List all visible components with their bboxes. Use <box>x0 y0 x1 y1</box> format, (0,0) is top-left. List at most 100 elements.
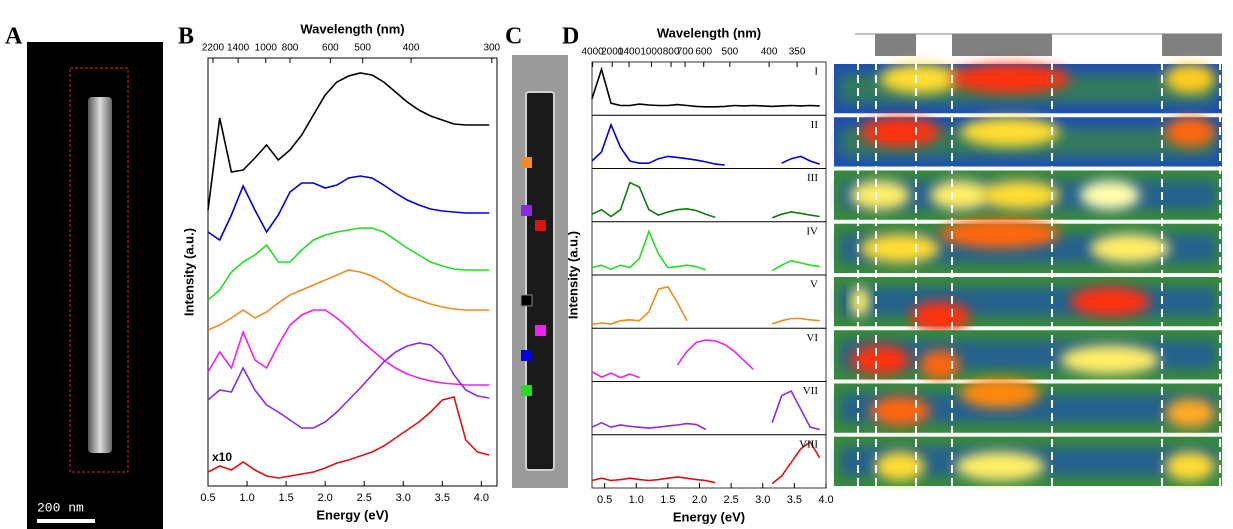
subplot-label: VII <box>803 385 819 397</box>
x-tick-label: 2.5 <box>723 494 738 506</box>
map-hotspot <box>1090 233 1170 264</box>
x-tick-label: 2.0 <box>318 492 333 504</box>
x-tick-label: 3.0 <box>755 494 770 506</box>
subplot-frame <box>591 114 827 169</box>
spectrum <box>207 396 490 479</box>
map-hotspot <box>1060 345 1160 375</box>
subplot-label: II <box>811 119 819 131</box>
x-tick-label: 2.0 <box>692 494 707 506</box>
x2-tick-label: 600 <box>322 43 339 54</box>
x-axis-title: Energy (eV) <box>673 509 745 524</box>
map-hotspot <box>850 286 870 317</box>
x2-tick-label: 4000 <box>582 47 605 58</box>
eels-maps <box>834 62 1222 488</box>
x-tick-label: 0.5 <box>200 492 215 504</box>
map-hotspot <box>910 301 970 332</box>
y-axis-title: Intensity (a.u.) <box>565 231 580 319</box>
x2-axis-title: Wavelength (nm) <box>300 21 404 36</box>
subplot-label: VIII <box>799 438 818 450</box>
plot-frame <box>207 57 498 487</box>
y-axis-title: Intensity (a.u.) <box>181 228 196 316</box>
marker <box>521 157 532 168</box>
map-hotspot <box>1165 451 1215 482</box>
subplot-label: I <box>814 66 818 78</box>
x-tick-label: 0.5 <box>597 494 612 506</box>
marker <box>535 220 546 231</box>
subplot-label: IV <box>806 225 818 237</box>
map-band <box>840 286 1216 317</box>
x-tick-label: 1.5 <box>278 492 293 504</box>
x-tick-label: 1.0 <box>239 492 254 504</box>
scale-label: 200 nm <box>37 500 84 515</box>
subplot-label: III <box>807 172 818 184</box>
annotation: x10 <box>212 450 232 464</box>
x2-tick-label: 350 <box>789 47 806 58</box>
subplot-frame <box>591 434 827 489</box>
roi-box <box>69 67 129 473</box>
panel-label: C <box>505 24 522 50</box>
x-tick-label: 1.0 <box>629 494 644 506</box>
x2-axis-title: Wavelength (nm) <box>657 25 761 40</box>
map-hotspot <box>850 180 910 210</box>
map-hotspot <box>850 345 910 375</box>
x2-tick-label: 700 <box>677 47 694 58</box>
marker <box>521 205 532 216</box>
subplot-frame <box>591 327 827 382</box>
subplot-frame <box>591 168 827 223</box>
bar-block <box>875 34 916 56</box>
marker <box>521 385 532 396</box>
map-hotspot <box>920 349 960 380</box>
subplot-label: VI <box>806 332 818 344</box>
map-hotspot <box>1165 398 1215 428</box>
x2-tick-label: 400 <box>761 47 778 58</box>
map-hotspot <box>875 451 925 482</box>
map-hotspot <box>860 117 940 147</box>
map-hotspot <box>870 396 930 426</box>
x2-tick-label: 800 <box>282 43 299 54</box>
x2-tick-label: 2200 <box>202 43 225 54</box>
x2-tick-label: 1000 <box>640 47 663 58</box>
map-hotspot <box>930 180 990 210</box>
x2-tick-label: 600 <box>695 47 712 58</box>
map-hotspot <box>980 180 1060 210</box>
map-hotspot <box>1080 180 1140 210</box>
x2-tick-label: 1400 <box>618 47 641 58</box>
spectrum <box>591 122 820 166</box>
spectrum <box>207 175 490 242</box>
spectrum <box>591 389 820 431</box>
x-tick-label: 2.5 <box>357 492 372 504</box>
panel-label: A <box>5 24 23 50</box>
nanowire <box>525 91 555 471</box>
x-tick-label: 3.0 <box>396 492 411 504</box>
spectrum <box>207 309 490 386</box>
x2-tick-label: 800 <box>663 47 680 58</box>
panel-label: D <box>562 24 579 50</box>
map-hotspot <box>880 64 960 94</box>
x2-tick-label: 2000 <box>601 47 624 58</box>
x-axis-title: Energy (eV) <box>316 507 388 522</box>
x-tick-label: 4.0 <box>818 494 833 506</box>
subplot-label: V <box>810 279 818 291</box>
spectrum <box>591 285 820 326</box>
marker <box>535 325 546 336</box>
x2-tick-label: 400 <box>403 43 420 54</box>
marker <box>521 350 532 361</box>
map-hotspot <box>1165 64 1215 94</box>
map-hotspot <box>950 64 1070 94</box>
spectrum <box>591 229 820 272</box>
x-tick-label: 1.5 <box>660 494 675 506</box>
nanowire <box>88 97 112 453</box>
x2-tick-label: 1000 <box>255 43 278 54</box>
spectrum <box>207 342 490 429</box>
spectrum <box>591 440 821 485</box>
subplot-frame <box>591 381 827 436</box>
x2-tick-label: 500 <box>354 43 371 54</box>
spectrum <box>207 227 490 301</box>
marker <box>520 294 533 307</box>
x2-tick-label: 1400 <box>227 43 250 54</box>
map-hotspot <box>955 451 1045 482</box>
map-hotspot <box>860 233 940 264</box>
x-tick-label: 3.5 <box>787 494 802 506</box>
spectrum <box>207 269 490 331</box>
